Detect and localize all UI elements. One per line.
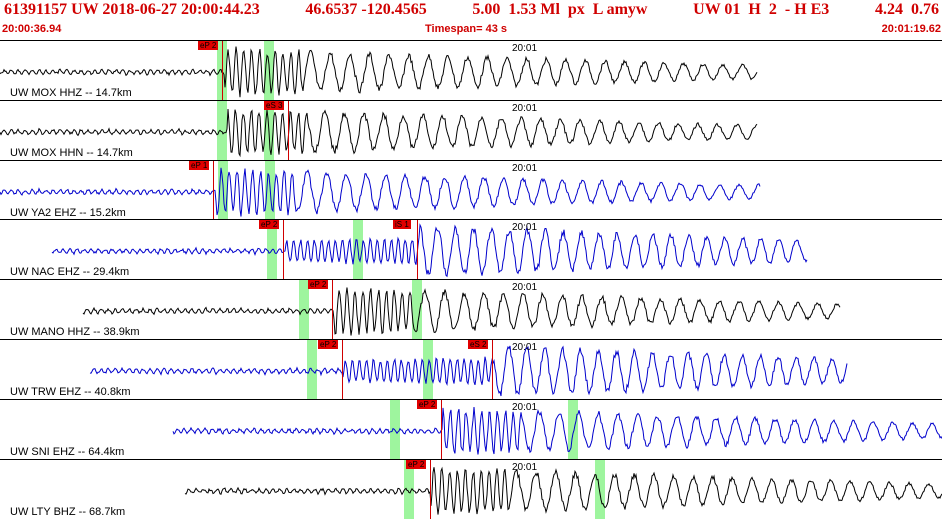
waveform-line: [51, 223, 808, 278]
waveform: [51, 223, 808, 278]
waveform-line: [0, 167, 761, 217]
waveform: [89, 345, 848, 397]
event-errors: 4.24 0.76: [874, 1, 939, 18]
waveform: [172, 406, 942, 455]
pick-label[interactable]: eP 1: [189, 161, 210, 170]
pick-label[interactable]: iS 1: [393, 220, 411, 229]
pick-marker[interactable]: [441, 400, 442, 459]
trace-row[interactable]: eP 2 eS 2 20:01 UW TRW EHZ -- 40.8km: [0, 339, 942, 399]
waveform-line: [0, 108, 758, 158]
waveform: [82, 287, 841, 336]
phase-window: [568, 400, 578, 459]
trace-row[interactable]: eP 2 iS 1 20:01 UW NAC EHZ -- 29.4km: [0, 219, 942, 279]
waveform-line: [0, 46, 758, 98]
timespan-label: Timespan= 43 s: [425, 23, 508, 35]
waveform: [0, 167, 761, 217]
pick-marker[interactable]: [332, 280, 333, 339]
pick-label[interactable]: eP 2: [406, 460, 427, 469]
pick-label[interactable]: eP 2: [198, 41, 219, 50]
trace-label: UW LTY BHZ -- 68.7km: [10, 506, 126, 518]
pick-marker[interactable]: [213, 161, 214, 220]
minute-tick-label: 20:01: [512, 103, 538, 114]
pick-label[interactable]: eP 2: [417, 400, 438, 409]
waveform: [0, 108, 758, 158]
phase-window: [595, 460, 605, 519]
trace-row[interactable]: eP 2 20:01 UW MANO HHZ -- 38.9km: [0, 279, 942, 339]
waveform: [184, 466, 942, 515]
minute-tick-label: 20:01: [512, 282, 538, 293]
pick-marker[interactable]: [288, 101, 289, 160]
event-header: 61391157 UW 2018-06-27 20:00:44.23 46.65…: [0, 0, 943, 38]
trace-label: UW MOX HHN -- 14.7km: [10, 147, 133, 159]
waveform: [0, 46, 758, 98]
pick-marker[interactable]: [492, 340, 493, 399]
minute-tick-label: 20:01: [512, 402, 538, 413]
waveform-line: [82, 287, 841, 336]
trace-row[interactable]: eS 3 20:01 UW MOX HHN -- 14.7km: [0, 100, 942, 160]
event-location: 46.6537 -120.4565: [305, 1, 427, 18]
pick-marker[interactable]: [283, 220, 284, 279]
event-summary-line: 61391157 UW 2018-06-27 20:00:44.23 46.65…: [4, 1, 939, 19]
trace-row[interactable]: eP 1 20:01 UW YA2 EHZ -- 15.2km: [0, 160, 942, 220]
trace-label: UW NAC EHZ -- 29.4km: [10, 266, 130, 278]
pick-label[interactable]: eP 2: [318, 340, 339, 349]
start-time: 20:00:36.94: [2, 23, 62, 35]
event-quality: UW 01 H 2 - H E3: [693, 1, 830, 18]
end-time: 20:01:19.62: [881, 23, 941, 35]
pick-marker[interactable]: [342, 340, 343, 399]
pick-marker[interactable]: [417, 220, 418, 279]
pick-label[interactable]: eS 3: [264, 101, 285, 110]
waveform-line: [172, 406, 942, 455]
phase-window: [404, 460, 414, 519]
minute-tick-label: 20:01: [512, 43, 538, 54]
trace-row[interactable]: eP 2 20:01 UW MOX HHZ -- 14.7km: [0, 40, 942, 100]
minute-tick-label: 20:01: [512, 163, 538, 174]
phase-window: [217, 101, 227, 160]
trace-row[interactable]: eP 2 20:01 UW SNI EHZ -- 64.4km: [0, 399, 942, 459]
trace-label: UW SNI EHZ -- 64.4km: [10, 446, 125, 458]
event-magnitude: 5.00 1.53 Ml px L amyw: [472, 1, 648, 18]
event-id-and-origin: 61391157 UW 2018-06-27 20:00:44.23: [4, 1, 260, 18]
phase-window: [412, 280, 422, 339]
trace-row[interactable]: eP 2 20:01 UW LTY BHZ -- 68.7km: [0, 459, 942, 519]
minute-tick-label: 20:01: [512, 462, 538, 473]
pick-marker[interactable]: [222, 41, 223, 100]
pick-label[interactable]: eS 2: [468, 340, 489, 349]
trace-label: UW YA2 EHZ -- 15.2km: [10, 207, 126, 219]
pick-marker[interactable]: [430, 460, 431, 519]
trace-label: UW MOX HHZ -- 14.7km: [10, 87, 132, 99]
trace-label: UW TRW EHZ -- 40.8km: [10, 386, 131, 398]
pick-label[interactable]: eP 2: [259, 220, 280, 229]
pick-label[interactable]: eP 2: [308, 280, 329, 289]
minute-tick-label: 20:01: [512, 342, 538, 353]
waveform-line: [184, 466, 942, 515]
minute-tick-label: 20:01: [512, 222, 538, 233]
waveform-line: [89, 345, 848, 397]
trace-label: UW MANO HHZ -- 38.9km: [10, 326, 140, 338]
